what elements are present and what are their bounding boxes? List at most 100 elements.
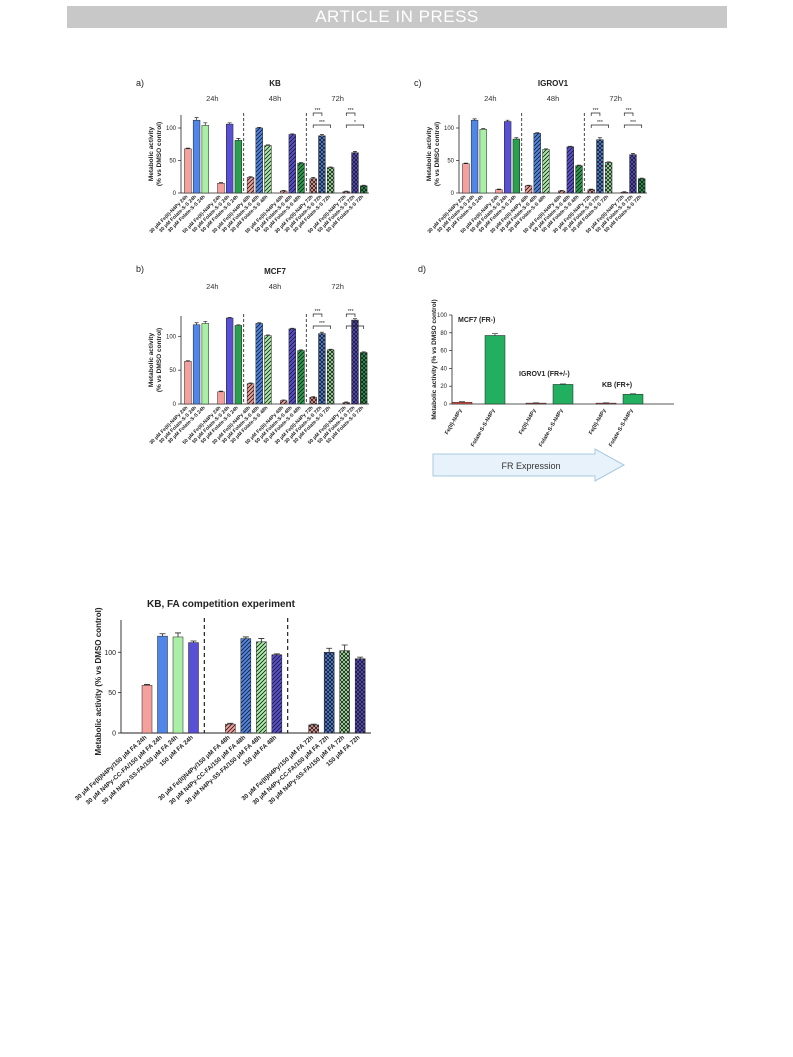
panel-e-title: KB, FA competition experiment xyxy=(147,599,296,610)
panel-b-errorbar xyxy=(236,324,241,326)
panel-c-sig-label: *** xyxy=(593,108,599,114)
panel-b-time-point: 72h xyxy=(331,282,344,291)
panel-a-ylabel-line2: (% vs DMSO control) xyxy=(156,122,163,186)
panel-e-errorbar xyxy=(242,636,249,639)
panel-c-errorbar xyxy=(543,148,548,150)
panel-c-bar xyxy=(495,189,503,194)
panel-a-bar xyxy=(255,127,263,194)
panel-c-errorbar xyxy=(463,162,468,164)
panel-a-errorbar xyxy=(311,177,316,179)
panel-b-errorbar xyxy=(257,322,262,324)
panel-a-errorbar xyxy=(328,166,333,168)
panel-a-errorbar xyxy=(290,133,295,135)
panel-b-sig-label: *** xyxy=(352,321,358,327)
panel-b-bar xyxy=(279,400,288,405)
panel-a-bar xyxy=(217,183,225,194)
panel-b-sig-label: *** xyxy=(319,321,325,327)
panel-b-time-point: 24h xyxy=(206,282,219,291)
panel-c-errorbar xyxy=(630,153,635,155)
panel-c-bar xyxy=(533,132,541,194)
panel-e-errorbar xyxy=(341,644,348,651)
panel-e-bar xyxy=(157,635,168,734)
panel-b-errorbar xyxy=(311,396,316,398)
panel-a-errorbar xyxy=(236,138,241,141)
panel-b-bar xyxy=(288,328,296,405)
panel-e-errorbar xyxy=(258,638,265,642)
panel-e-errorbar xyxy=(227,722,234,725)
panel-b-sig-label: *** xyxy=(315,309,321,315)
panel-b-bar xyxy=(264,335,272,405)
panel-a-errorbar xyxy=(248,176,253,178)
panel-c-sig-bracket xyxy=(590,124,609,128)
panel-b-bar xyxy=(318,333,326,405)
panel-d-bar xyxy=(622,393,644,405)
panel-c-errorbar xyxy=(481,128,486,130)
panel-c-sig-label: *** xyxy=(626,108,632,114)
panel-a-bar xyxy=(288,134,296,194)
panel-b-ytick-label: 50 xyxy=(169,368,176,374)
panel-c-ytick-label: 50 xyxy=(447,159,454,165)
panel-c-sig-bracket xyxy=(623,112,634,116)
panel-d-bar xyxy=(451,401,473,405)
panel-b-sig-label: *** xyxy=(348,309,354,315)
panel-b-sig-bracket xyxy=(312,313,323,317)
panel-a-time-point: 72h xyxy=(331,94,344,103)
panel-b-bar xyxy=(234,325,243,405)
panel-c-ytick-label: 100 xyxy=(444,126,455,132)
panel-c-errorbar xyxy=(496,188,501,190)
panel-b-errorbar xyxy=(185,360,190,362)
panel-c-sig-bracket xyxy=(590,112,601,116)
panel-a-sig-bracket xyxy=(312,112,323,116)
panel-e-bar xyxy=(271,654,283,734)
panel-b-errorbar xyxy=(299,349,304,351)
panel-d-ytick-label: 0 xyxy=(444,402,448,408)
panel-e-bar xyxy=(354,658,366,734)
panel-a-sig-bracket xyxy=(345,112,356,116)
panel-e-bar xyxy=(308,724,319,734)
fr-expression-label: FR Expression xyxy=(501,461,560,471)
panel-d-group-label: IGROV1 (FR+/-) xyxy=(519,371,570,378)
panel-e-errorbar xyxy=(326,647,333,653)
panel-a-sig-label: *** xyxy=(348,108,354,114)
panel-a-errorbar xyxy=(227,122,232,125)
panel-b-label: b) xyxy=(136,264,144,274)
panel-a-sig-label: * xyxy=(354,120,356,126)
panel-c-errorbar xyxy=(526,184,531,186)
panel-a-time-point: 48h xyxy=(269,94,282,103)
panel-b-ytick-label: 0 xyxy=(173,402,177,408)
panel-a-sig-label: *** xyxy=(319,120,325,126)
panel-d-category-label: Folate-S-S-N4Py xyxy=(470,407,497,448)
panel-b-errorbar xyxy=(203,321,208,324)
panel-a-bar xyxy=(201,125,209,194)
panel-b-title: MCF7 xyxy=(264,267,286,276)
panel-c-errorbar xyxy=(622,191,627,193)
panel-e-ytick-label: 50 xyxy=(108,690,116,697)
panel-d-group-label: MCF7 (FR-) xyxy=(458,317,495,324)
panel-c-bar xyxy=(557,190,566,194)
panel-d-ytick-label: 60 xyxy=(440,349,447,355)
panel-a-errorbar xyxy=(265,144,270,146)
panel-d-category-label: Folate-S-S-N4Py xyxy=(608,407,635,448)
panel-b-bar xyxy=(309,396,317,405)
panel-c-errorbar xyxy=(535,132,540,134)
panel-a-ytick-label: 0 xyxy=(173,191,177,197)
panel-a-errorbar xyxy=(185,147,190,149)
panel-d-ylabel: Metabolic activity (% vs DMSO control) xyxy=(431,299,438,419)
panel-c-bar xyxy=(504,121,512,194)
panel-b-sig-bracket xyxy=(312,325,331,329)
panel-e-ytick-label: 0 xyxy=(112,731,116,738)
panel-a-bar xyxy=(360,185,368,194)
panel-b-errorbar xyxy=(352,318,357,321)
panel-a-bar xyxy=(184,148,192,194)
panel-a-title: KB xyxy=(269,79,281,88)
panel-b-bar xyxy=(226,317,234,405)
panel-b-errorbar xyxy=(361,351,366,353)
panel-c-errorbar xyxy=(568,145,573,147)
panel-e-errorbar xyxy=(175,632,181,637)
panel-a-errorbar xyxy=(203,122,208,126)
panel-c-ytick-label: 0 xyxy=(451,191,455,197)
panel-b-bar xyxy=(326,349,335,405)
panel-c-bar xyxy=(479,129,487,194)
panel-c-sig-label: *** xyxy=(630,120,636,126)
